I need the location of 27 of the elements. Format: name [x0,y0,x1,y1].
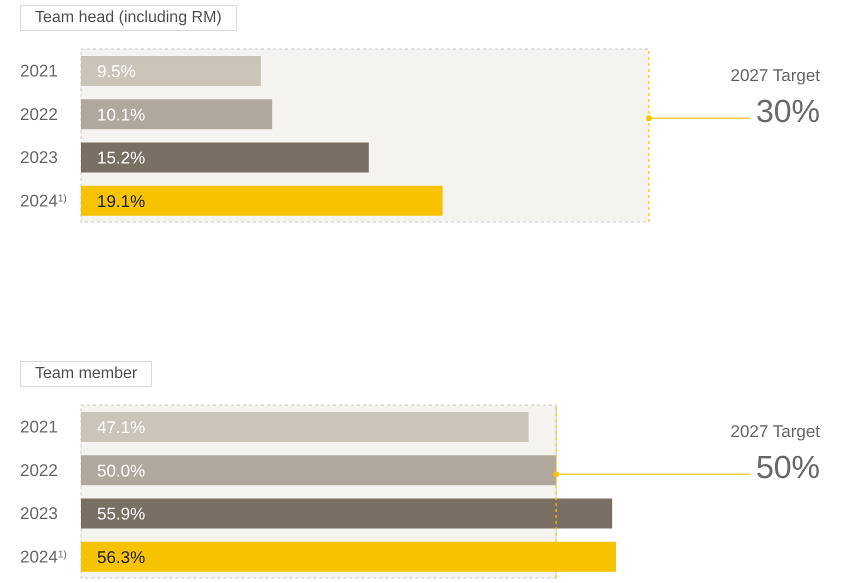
data-label: 19.1% [97,192,146,211]
y-tick-label: 2021 [20,418,58,437]
y-tick-label: 2021 [20,62,58,81]
y-tick-label: 2024$^{1)}$ [20,547,67,566]
y-tick-label: 2023 [20,148,58,168]
data-label: 56.3% [97,548,146,567]
data-label: 10.1% [97,105,146,124]
bar [81,498,612,528]
data-label: 9.5% [97,62,136,81]
y-tick-label: 2022 [20,460,58,480]
ref-line-label: 2027 Target 50% [730,422,820,486]
data-label: 55.9% [97,504,146,524]
y-tick-label: 2023 [20,504,58,524]
bar [81,412,529,442]
bar [81,99,272,130]
ref-line-label: 2027 Target 30% [730,66,820,130]
bar [81,455,556,486]
bar [81,142,369,172]
y-tick-label: 2024$^{1)}$ [20,191,67,210]
data-label: 50.0% [97,461,146,480]
data-label: 47.1% [97,418,146,437]
chart-title: Team member [20,361,152,387]
bar [81,56,261,86]
data-label: 15.2% [97,148,146,168]
y-tick-label: 2022 [20,104,58,124]
bar [81,186,443,216]
chart-title: Team head (including RM) [20,5,237,31]
